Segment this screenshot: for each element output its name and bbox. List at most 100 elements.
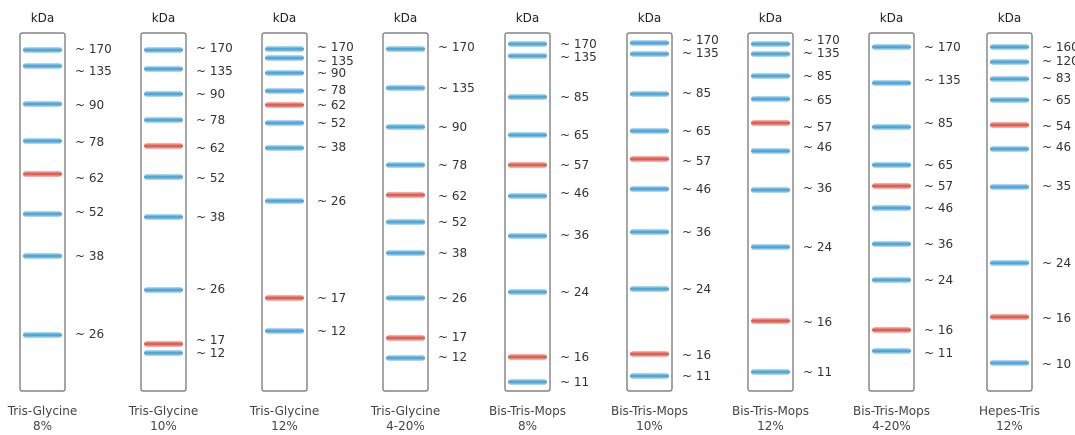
band-blue — [872, 205, 911, 211]
band-label: ~ 11 — [682, 369, 711, 383]
band-blue — [630, 186, 669, 192]
ladder-5: kDa ~ 170~ 135 ~ 85 ~ 65 ~ 57 ~ 46 ~ 36 ~ 24 ~ 1… — [489, 11, 597, 433]
ladder-7: kDa ~ 170~ 135 ~ 85 ~ 65 ~ 57 ~ 46 ~ 36 ~ 24 ~ 1… — [732, 11, 840, 433]
band-blue — [144, 174, 183, 180]
ladder-8: kDa ~ 170 ~ 135 ~ 85 ~ 65 ~ 57 ~ 46 ~ 36 ~ 24 ~ 1… — [853, 11, 961, 433]
band-blue — [144, 47, 183, 53]
band-blue — [144, 66, 183, 72]
band-label: ~ 62 — [438, 189, 467, 203]
gel-type-label: Hepes-Tris — [979, 404, 1040, 418]
band-red — [144, 143, 183, 149]
unit-label: kDa — [759, 11, 783, 25]
band-blue — [386, 250, 425, 256]
band-label: ~ 17 — [196, 333, 225, 347]
band-blue — [872, 277, 911, 283]
band-label: ~ 170 — [560, 37, 597, 51]
band-blue — [990, 260, 1029, 266]
band-red — [630, 156, 669, 162]
band-label: ~ 10 — [1042, 357, 1071, 371]
band-blue — [23, 332, 62, 338]
band-label: ~ 36 — [560, 228, 589, 242]
band-red — [872, 327, 911, 333]
band-red — [630, 351, 669, 357]
band-label: ~ 38 — [196, 210, 225, 224]
gel-percent-label: 10% — [636, 419, 663, 433]
band-blue — [265, 328, 304, 334]
band-label: ~ 36 — [803, 181, 832, 195]
band-blue — [508, 132, 547, 138]
band-blue — [23, 63, 62, 69]
band-label: ~ 16 — [803, 315, 832, 329]
band-blue — [990, 184, 1029, 190]
band-label: ~ 24 — [682, 282, 711, 296]
band-red — [990, 122, 1029, 128]
lane-box — [261, 32, 308, 392]
band-label: ~ 24 — [560, 285, 589, 299]
gel-percent-label: 12% — [271, 419, 298, 433]
gel-type-label: Tris-Glycine — [370, 404, 441, 418]
band-label: ~ 57 — [924, 179, 953, 193]
band-blue — [144, 287, 183, 293]
band-label: ~ 26 — [196, 282, 225, 296]
band-label: ~ 52 — [196, 171, 225, 185]
band-blue — [872, 241, 911, 247]
ladder-4: kDa ~ 170 ~ 135 ~ 90 ~ 78 ~ 62 ~ 52 ~ 38 ~ 26 ~ 1… — [370, 11, 475, 433]
band-red — [508, 162, 547, 168]
band-red — [872, 183, 911, 189]
band-label: ~ 65 — [924, 158, 953, 172]
band-label: ~ 16 — [924, 323, 953, 337]
band-blue — [386, 295, 425, 301]
gel-type-label: Tris-Glycine — [128, 404, 199, 418]
band-label: ~ 65 — [560, 128, 589, 142]
gel-percent-label: 10% — [150, 419, 177, 433]
band-label: ~ 46 — [1042, 140, 1071, 154]
band-label: ~ 85 — [560, 90, 589, 104]
band-label: ~ 57 — [560, 158, 589, 172]
band-label: ~ 46 — [803, 140, 832, 154]
lane-box — [504, 32, 551, 392]
band-label: ~ 16 — [560, 350, 589, 364]
band-label: ~ 170 — [438, 40, 475, 54]
band-blue — [386, 124, 425, 130]
band-label: ~ 46 — [682, 182, 711, 196]
band-label: ~ 160 — [1042, 40, 1075, 54]
band-blue — [751, 244, 790, 250]
band-blue — [630, 40, 669, 46]
band-blue — [508, 41, 547, 47]
band-red — [386, 192, 425, 198]
band-label: ~ 85 — [803, 69, 832, 83]
band-blue — [508, 233, 547, 239]
band-label: ~ 17 — [317, 291, 346, 305]
band-blue — [751, 96, 790, 102]
band-blue — [630, 286, 669, 292]
band-label: ~ 52 — [438, 215, 467, 229]
band-label: ~ 170 — [317, 40, 354, 54]
band-label: ~ 120 — [1042, 54, 1075, 68]
band-blue — [23, 101, 62, 107]
band-blue — [23, 138, 62, 144]
ladder-2: kDa ~ 170 ~ 135 ~ 90 ~ 78 ~ 62 ~ 52 ~ 38 ~ 26 ~ 1… — [128, 11, 233, 433]
band-red — [386, 335, 425, 341]
band-label: ~ 170 — [924, 40, 961, 54]
band-blue — [630, 128, 669, 134]
band-blue — [265, 70, 304, 76]
gel-percent-label: 8% — [518, 419, 537, 433]
gel-type-label: Tris-Glycine — [249, 404, 320, 418]
band-blue — [265, 88, 304, 94]
band-blue — [872, 80, 911, 86]
band-blue — [990, 59, 1029, 65]
band-label: ~ 57 — [682, 154, 711, 168]
band-blue — [630, 91, 669, 97]
band-label: ~ 135 — [560, 50, 597, 64]
band-label: ~ 135 — [438, 81, 475, 95]
band-blue — [990, 97, 1029, 103]
band-label: ~ 85 — [682, 86, 711, 100]
band-label: ~ 11 — [803, 365, 832, 379]
band-label: ~ 16 — [1042, 311, 1071, 325]
band-blue — [23, 47, 62, 53]
band-label: ~ 26 — [75, 327, 104, 341]
band-label: ~ 26 — [317, 194, 346, 208]
band-label: ~ 12 — [196, 346, 225, 360]
band-label: ~ 36 — [924, 237, 953, 251]
